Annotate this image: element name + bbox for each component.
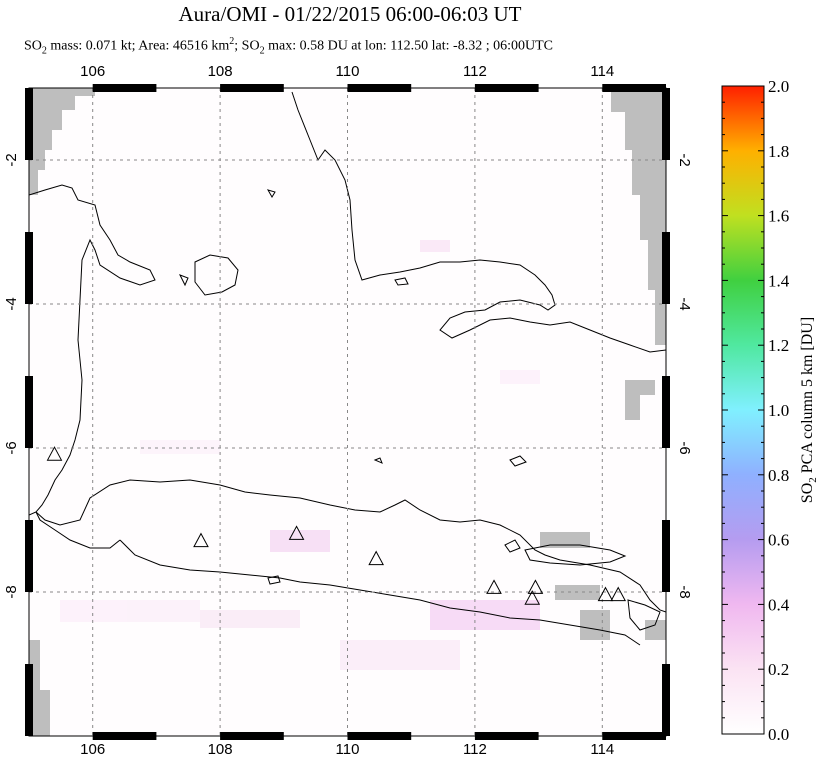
lat-tick-label-right: -2 [676,153,693,166]
colorbar-label: 0.4 [768,595,790,614]
border-bar-left [25,376,33,448]
lat-tick-label-left: -6 [3,441,20,454]
border-bar-right [662,520,670,592]
border-bar-bottom [474,732,539,740]
lon-tick-label-bottom: 110 [336,741,360,758]
lon-tick-label-top: 114 [590,63,614,80]
bali-coast [627,599,661,631]
lon-tick-label-top: 108 [208,63,233,80]
colorbar-label: 1.8 [768,142,789,161]
volcano-marker-icon [368,550,385,566]
lat-tick-label-right: -8 [676,585,693,598]
border-bar-right [662,664,670,736]
border-bar-bottom [347,732,412,740]
border-bar-top [474,84,539,92]
volcano-marker-icon [610,586,627,602]
border-bar-left [25,232,33,304]
border-bar-left [25,664,33,736]
madura-coast [524,544,627,566]
colorbar-label: 1.4 [768,271,790,290]
colorbar-label: 1.2 [768,336,789,355]
map-title: Aura/OMI - 01/22/2015 06:00-06:03 UT [178,2,522,26]
map-subtitle: SO2 mass: 0.071 kt; Area: 46516 km2; SO2… [24,36,553,57]
border-bar-top [602,84,666,92]
lat-tick-label-left: -8 [3,585,20,598]
volcano-marker-icon [527,579,544,594]
volcano-marker-icon [288,525,305,540]
axis-tick-labels: 106 106 108 108 110 110 112 112 114 114 -2 -2 -4 -4 -6… [3,63,693,758]
colorbar-ticks: 0.0 0.2 0.4 0.6 0.8 1.0 1.2 1.4 1.6 1.8 2.0 [722,77,790,744]
so2-signal [60,240,540,670]
lon-tick-label-bottom: 108 [208,741,233,758]
volcano-marker-icon [46,446,63,461]
colorbar-label: 0.0 [768,725,789,744]
colorbar-label: 1.0 [768,401,789,420]
lat-tick-label-right: -6 [676,441,693,454]
lon-tick-label-bottom: 112 [463,741,487,758]
border-bar-top [220,84,284,92]
border-bar-right [662,376,670,448]
volcano-markers [46,446,627,605]
volcano-marker-icon [524,590,541,605]
no-data-regions [29,88,666,736]
border-bar-left [25,88,33,160]
border-bar-right [662,232,670,304]
borneo-coast [291,91,666,353]
lon-tick-label-bottom: 114 [590,741,614,758]
volcano-marker-icon [193,532,209,548]
lon-tick-label-top: 110 [336,63,360,80]
colorbar-label: 0.6 [768,531,789,550]
colorbar-label: 0.8 [768,466,789,485]
lat-tick-label-left: -2 [3,153,20,166]
colorbar-label: 1.6 [768,207,789,226]
lat-tick-label-left: -4 [3,297,20,310]
colorbar-label: 0.2 [768,660,789,679]
map-border-scale [25,84,670,740]
border-bar-left [25,520,33,592]
border-bar-top [347,84,412,92]
java-coast [35,479,666,613]
border-bar-top [92,84,157,92]
lon-tick-label-top: 112 [463,63,487,80]
volcano-marker-icon [597,586,614,602]
colorbar-title: SO2 PCA column 5 km [DU] [799,317,819,503]
border-bar-bottom [602,732,666,740]
border-bar-bottom [92,732,157,740]
border-bar-bottom [220,732,284,740]
colorbar-label: 2.0 [768,77,789,96]
border-bar-right [662,88,670,160]
sumatra-coast [29,184,156,516]
lon-tick-label-bottom: 106 [80,741,105,758]
lat-tick-label-right: -4 [676,297,693,310]
graticule [29,88,666,736]
lon-tick-label-top: 106 [80,63,105,80]
volcano-marker-icon [486,579,502,594]
bangka-coast [194,254,239,296]
colorbar [721,85,765,735]
